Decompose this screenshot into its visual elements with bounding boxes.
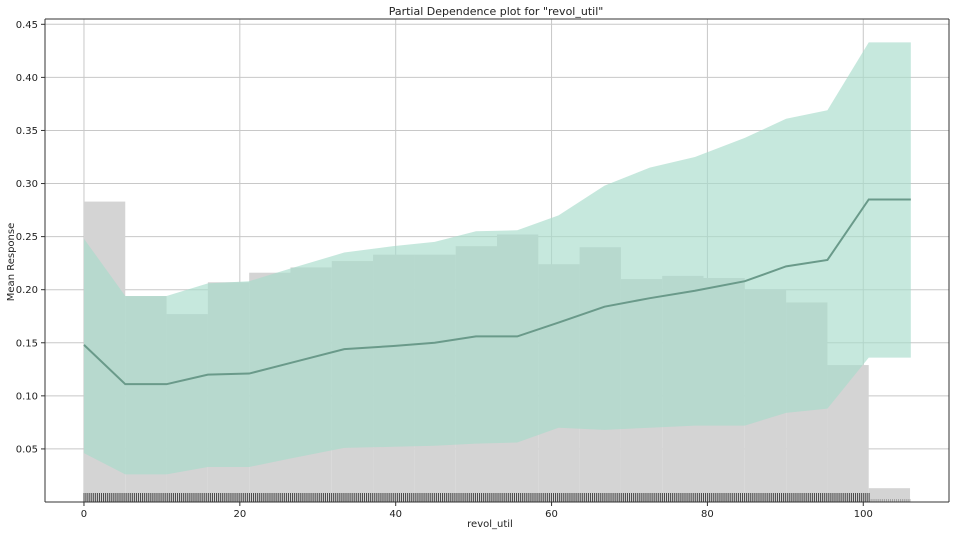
x-tick-label: 40 <box>389 509 402 520</box>
y-tick-label: 0.30 <box>16 179 38 190</box>
x-tick-label: 20 <box>233 509 246 520</box>
y-tick-label: 0.10 <box>16 391 38 402</box>
y-tick-label: 0.35 <box>16 126 38 137</box>
y-tick-label: 0.05 <box>16 444 38 455</box>
x-tick-label: 60 <box>545 509 558 520</box>
y-tick-label: 0.20 <box>16 285 38 296</box>
y-tick-label: 0.45 <box>16 20 38 31</box>
y-axis-label: Mean Response <box>6 223 17 301</box>
x-tick-label: 100 <box>854 509 873 520</box>
x-tick-label: 0 <box>81 509 87 520</box>
y-tick-label: 0.40 <box>16 73 38 84</box>
chart-title: Partial Dependence plot for "revol_util" <box>389 5 604 18</box>
x-tick-label: 80 <box>701 509 714 520</box>
y-tick-label: 0.25 <box>16 232 38 243</box>
y-tick-label: 0.15 <box>16 338 38 349</box>
histogram-bar <box>868 488 911 502</box>
x-axis-label: revol_util <box>467 519 513 530</box>
confidence-band <box>83 42 911 475</box>
mean-response-line <box>83 198 911 386</box>
